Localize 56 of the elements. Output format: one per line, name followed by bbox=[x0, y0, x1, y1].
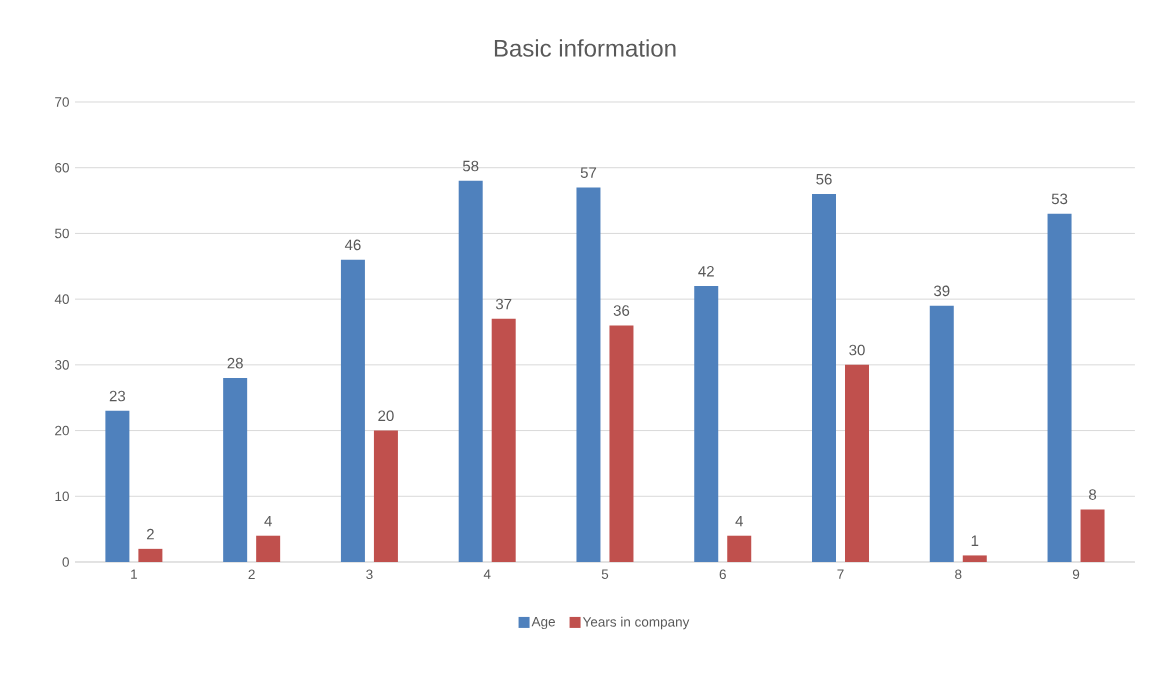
x-tick-label: 7 bbox=[837, 569, 844, 579]
data-label: 57 bbox=[580, 167, 597, 178]
data-label: 58 bbox=[462, 160, 479, 172]
bar bbox=[576, 187, 601, 562]
data-label: 2 bbox=[146, 528, 154, 540]
data-label: 4 bbox=[264, 515, 272, 527]
data-label: 56 bbox=[816, 173, 832, 185]
bar bbox=[223, 378, 248, 562]
bar bbox=[138, 548, 163, 562]
data-label: 37 bbox=[495, 298, 512, 310]
x-tick-label: 8 bbox=[955, 569, 962, 580]
data-label: 42 bbox=[698, 266, 714, 277]
y-tick-label: 0 bbox=[62, 557, 69, 567]
data-label: 1 bbox=[971, 535, 979, 546]
bar bbox=[1047, 213, 1072, 562]
data-label: 53 bbox=[1051, 193, 1068, 205]
bar bbox=[845, 364, 869, 562]
data-label: 4 bbox=[735, 515, 743, 527]
data-label: 20 bbox=[378, 410, 394, 422]
x-tick-label: 6 bbox=[719, 569, 726, 580]
data-label: 23 bbox=[109, 390, 126, 402]
bar bbox=[812, 194, 836, 562]
x-tick-label: 5 bbox=[601, 569, 609, 579]
y-tick-label: 50 bbox=[55, 228, 69, 239]
bar bbox=[727, 535, 752, 562]
legend-label: Age bbox=[531, 617, 555, 630]
bar bbox=[491, 318, 516, 562]
data-label: 39 bbox=[934, 285, 950, 297]
data-label: 46 bbox=[344, 239, 361, 251]
bar bbox=[458, 180, 483, 562]
bar bbox=[962, 555, 987, 562]
bar bbox=[609, 325, 634, 562]
data-label: 8 bbox=[1089, 489, 1097, 500]
data-label: 36 bbox=[613, 305, 630, 316]
y-tick-label: 30 bbox=[54, 360, 69, 370]
bar bbox=[373, 430, 398, 562]
y-tick-label: 10 bbox=[55, 491, 69, 502]
y-tick-label: 40 bbox=[54, 294, 69, 304]
x-tick-label: 1 bbox=[131, 569, 137, 579]
x-tick-label: 3 bbox=[366, 569, 373, 580]
bar bbox=[694, 286, 719, 562]
bar bbox=[1080, 509, 1105, 562]
data-label: 30 bbox=[849, 344, 865, 356]
x-tick-label: 2 bbox=[248, 569, 255, 579]
y-tick-label: 70 bbox=[55, 97, 69, 107]
bar bbox=[929, 305, 954, 562]
y-tick-label: 20 bbox=[55, 425, 69, 436]
y-tick-label: 60 bbox=[55, 162, 69, 173]
data-label: 28 bbox=[227, 357, 243, 369]
chart-title: Basic information bbox=[494, 39, 676, 57]
bar bbox=[105, 410, 130, 562]
bar bbox=[256, 535, 281, 562]
x-tick-label: 4 bbox=[483, 569, 491, 579]
bar bbox=[340, 259, 365, 562]
x-tick-label: 9 bbox=[1072, 569, 1080, 580]
legend-label: Years in company bbox=[582, 616, 690, 630]
